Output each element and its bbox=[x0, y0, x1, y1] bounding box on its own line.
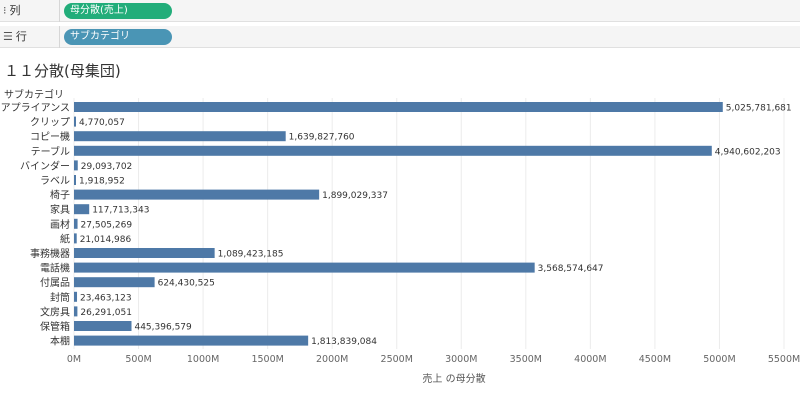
x-axis: 0M 500M 1000M 1500M 2000M 2500M 3000M 3500M 4000… bbox=[67, 354, 800, 365]
bar[interactable] bbox=[74, 335, 309, 346]
x-tick-label: 3000M bbox=[445, 354, 477, 365]
bar[interactable] bbox=[74, 102, 723, 112]
x-tick-label: 3500M bbox=[510, 354, 542, 365]
x-tick-label: 5500M bbox=[768, 354, 800, 365]
bars: アプライアンス 5,025,781,681 クリップ 4,770,057 コピー機 1,6… bbox=[1, 102, 792, 348]
category-label: 文房具 bbox=[40, 305, 70, 318]
x-tick-label: 1000M bbox=[187, 354, 219, 365]
dimension-pill[interactable]: サブカテゴリ bbox=[64, 29, 172, 45]
x-tick-label: 5000M bbox=[703, 354, 735, 365]
x-tick-label: 1500M bbox=[251, 354, 283, 365]
bar[interactable] bbox=[74, 233, 77, 244]
bar[interactable] bbox=[74, 145, 712, 156]
category-label: 付属品 bbox=[40, 276, 70, 289]
x-tick-label: 0M bbox=[67, 354, 81, 365]
data-label: 3,568,574,647 bbox=[538, 264, 604, 274]
category-label: 本棚 bbox=[50, 335, 70, 348]
data-label: 29,093,702 bbox=[81, 162, 133, 172]
category-label: ラベル bbox=[40, 175, 70, 187]
bar[interactable] bbox=[74, 262, 535, 273]
bar[interactable] bbox=[74, 218, 78, 229]
rows-shelf-label: ☰ 行 bbox=[0, 26, 60, 48]
category-label: 家具 bbox=[50, 203, 70, 216]
bar[interactable] bbox=[74, 131, 286, 142]
data-label: 4,940,602,203 bbox=[715, 147, 781, 157]
x-tick-label: 4500M bbox=[639, 354, 671, 365]
data-label: 5,025,781,681 bbox=[726, 104, 792, 114]
x-tick-label: 500M bbox=[125, 354, 151, 365]
category-label: 紙 bbox=[60, 232, 70, 245]
data-label: 1,899,029,337 bbox=[322, 191, 388, 201]
x-tick-label: 2000M bbox=[316, 354, 348, 365]
bar[interactable] bbox=[74, 160, 78, 171]
category-label: 事務機器 bbox=[30, 247, 70, 260]
category-label: クリップ bbox=[30, 117, 70, 129]
bar[interactable] bbox=[74, 277, 155, 288]
bar[interactable] bbox=[74, 116, 76, 127]
data-label: 445,396,579 bbox=[134, 323, 192, 333]
category-label: 椅子 bbox=[50, 189, 70, 202]
data-label: 4,770,057 bbox=[79, 118, 125, 128]
y-axis-title: サブカテゴリ bbox=[4, 88, 64, 101]
columns-icon: ⁝ bbox=[3, 4, 7, 17]
x-axis-title: 売上 の母分散 bbox=[422, 372, 485, 385]
data-label: 27,505,269 bbox=[81, 220, 133, 230]
columns-shelf-label: ⁝ 列 bbox=[0, 0, 60, 22]
data-label: 117,713,343 bbox=[92, 206, 149, 216]
bar[interactable] bbox=[74, 175, 76, 185]
x-tick-label: 4000M bbox=[574, 354, 606, 365]
category-label: テーブル bbox=[31, 145, 70, 158]
measure-pill[interactable]: 母分散(売上) bbox=[64, 3, 172, 19]
data-label: 21,014,986 bbox=[80, 235, 132, 245]
bar[interactable] bbox=[74, 204, 90, 215]
sheet-title: １１分散(母集団) bbox=[4, 62, 121, 80]
data-label: 1,089,423,185 bbox=[218, 250, 284, 260]
category-label: 保管箱 bbox=[40, 320, 70, 333]
data-label: 1,813,839,084 bbox=[311, 337, 377, 347]
data-label: 1,918,952 bbox=[79, 177, 125, 187]
bar[interactable] bbox=[74, 321, 132, 331]
data-label: 1,639,827,760 bbox=[289, 133, 355, 143]
bar-chart: アプライアンス 5,025,781,681 クリップ 4,770,057 コピー機 1,6… bbox=[1, 88, 800, 385]
bar[interactable] bbox=[74, 248, 215, 258]
bar[interactable] bbox=[74, 189, 320, 200]
bar[interactable] bbox=[74, 306, 78, 317]
rows-shelf: ☰ 行 サブカテゴリ bbox=[0, 26, 800, 48]
data-label: 624,430,525 bbox=[158, 279, 215, 289]
data-label: 26,291,051 bbox=[80, 308, 132, 318]
columns-shelf: ⁝ 列 母分散(売上) bbox=[0, 0, 800, 22]
category-label: コピー機 bbox=[30, 130, 70, 143]
bar[interactable] bbox=[74, 291, 78, 302]
category-label: バインダー bbox=[20, 159, 70, 172]
category-label: 画材 bbox=[50, 218, 70, 231]
category-label: 封筒 bbox=[50, 291, 70, 304]
category-label: 電話機 bbox=[40, 262, 70, 275]
category-label: アプライアンス bbox=[1, 102, 70, 114]
rows-icon: ☰ bbox=[3, 30, 13, 43]
data-label: 23,463,123 bbox=[80, 293, 132, 303]
x-tick-label: 2500M bbox=[381, 354, 413, 365]
